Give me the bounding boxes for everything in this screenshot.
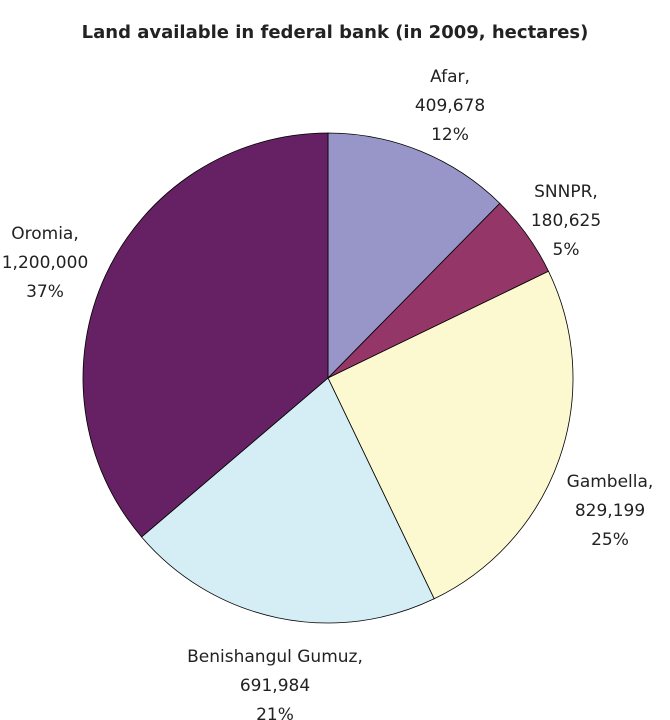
slice-label: Gambella, 829,199 25%	[567, 472, 654, 550]
slice-label-line: 12%	[431, 125, 469, 145]
pie-slice	[82, 132, 329, 538]
slice-label-line: 691,984	[240, 676, 310, 696]
slice-label: Benishangul Gumuz, 691,984 21%	[187, 647, 363, 720]
pie-slice	[327, 132, 501, 379]
pie-slice	[141, 377, 435, 624]
slice-label-line: 5%	[553, 240, 580, 260]
chart-title: Land available in federal bank (in 2009,…	[82, 22, 589, 43]
slice-label-line: 180,625	[531, 211, 601, 231]
slice-label-line: 1,200,000	[2, 253, 89, 273]
slice-label-line: Afar,	[430, 67, 470, 87]
pie-slice	[327, 270, 574, 600]
slice-label-line: 21%	[256, 705, 294, 720]
slice-label: Afar, 409,678 12%	[415, 67, 485, 145]
slice-label-line: 37%	[26, 282, 64, 302]
slice-label-line: Oromia,	[11, 224, 79, 244]
slice-label-line: 409,678	[415, 96, 485, 116]
slice-label-line: Gambella,	[567, 472, 654, 492]
slice-label-line: 25%	[591, 530, 629, 550]
slice-label: SNNPR, 180,625 5%	[531, 182, 601, 260]
slice-label-line: 829,199	[575, 501, 645, 521]
slice-label-line: Benishangul Gumuz,	[187, 647, 363, 667]
slice-label: Oromia, 1,200,000 37%	[2, 224, 89, 302]
slice-label-line: SNNPR,	[534, 182, 598, 202]
